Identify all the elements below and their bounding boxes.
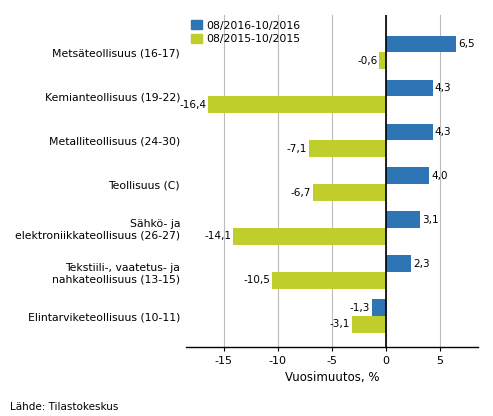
Bar bbox=[314, 184, 386, 201]
Bar bbox=[352, 316, 386, 333]
Bar bbox=[380, 52, 386, 69]
Text: 6,5: 6,5 bbox=[458, 39, 475, 49]
Bar bbox=[386, 124, 432, 140]
Text: -14,1: -14,1 bbox=[204, 231, 231, 241]
Bar bbox=[386, 211, 420, 228]
Text: -3,1: -3,1 bbox=[330, 319, 350, 329]
Text: -7,1: -7,1 bbox=[286, 144, 307, 154]
Text: 4,3: 4,3 bbox=[435, 83, 451, 93]
Legend: 08/2016-10/2016, 08/2015-10/2015: 08/2016-10/2016, 08/2015-10/2015 bbox=[191, 20, 300, 44]
Text: Lähde: Tilastokeskus: Lähde: Tilastokeskus bbox=[10, 402, 118, 412]
Bar bbox=[272, 272, 386, 289]
Bar bbox=[386, 36, 457, 52]
Bar bbox=[233, 228, 386, 245]
Text: -16,4: -16,4 bbox=[179, 100, 206, 110]
Text: -0,6: -0,6 bbox=[357, 56, 377, 66]
Text: -10,5: -10,5 bbox=[243, 275, 270, 285]
Bar bbox=[386, 255, 411, 272]
Bar bbox=[386, 79, 432, 96]
Bar bbox=[309, 140, 386, 157]
X-axis label: Vuosimuutos, %: Vuosimuutos, % bbox=[284, 371, 379, 384]
Text: -6,7: -6,7 bbox=[291, 188, 311, 198]
Text: 3,1: 3,1 bbox=[422, 215, 438, 225]
Bar bbox=[386, 168, 429, 184]
Bar bbox=[372, 300, 386, 316]
Bar bbox=[209, 96, 386, 113]
Text: -1,3: -1,3 bbox=[350, 303, 370, 313]
Text: 4,3: 4,3 bbox=[435, 127, 451, 137]
Text: 4,0: 4,0 bbox=[431, 171, 448, 181]
Text: 2,3: 2,3 bbox=[413, 259, 430, 269]
